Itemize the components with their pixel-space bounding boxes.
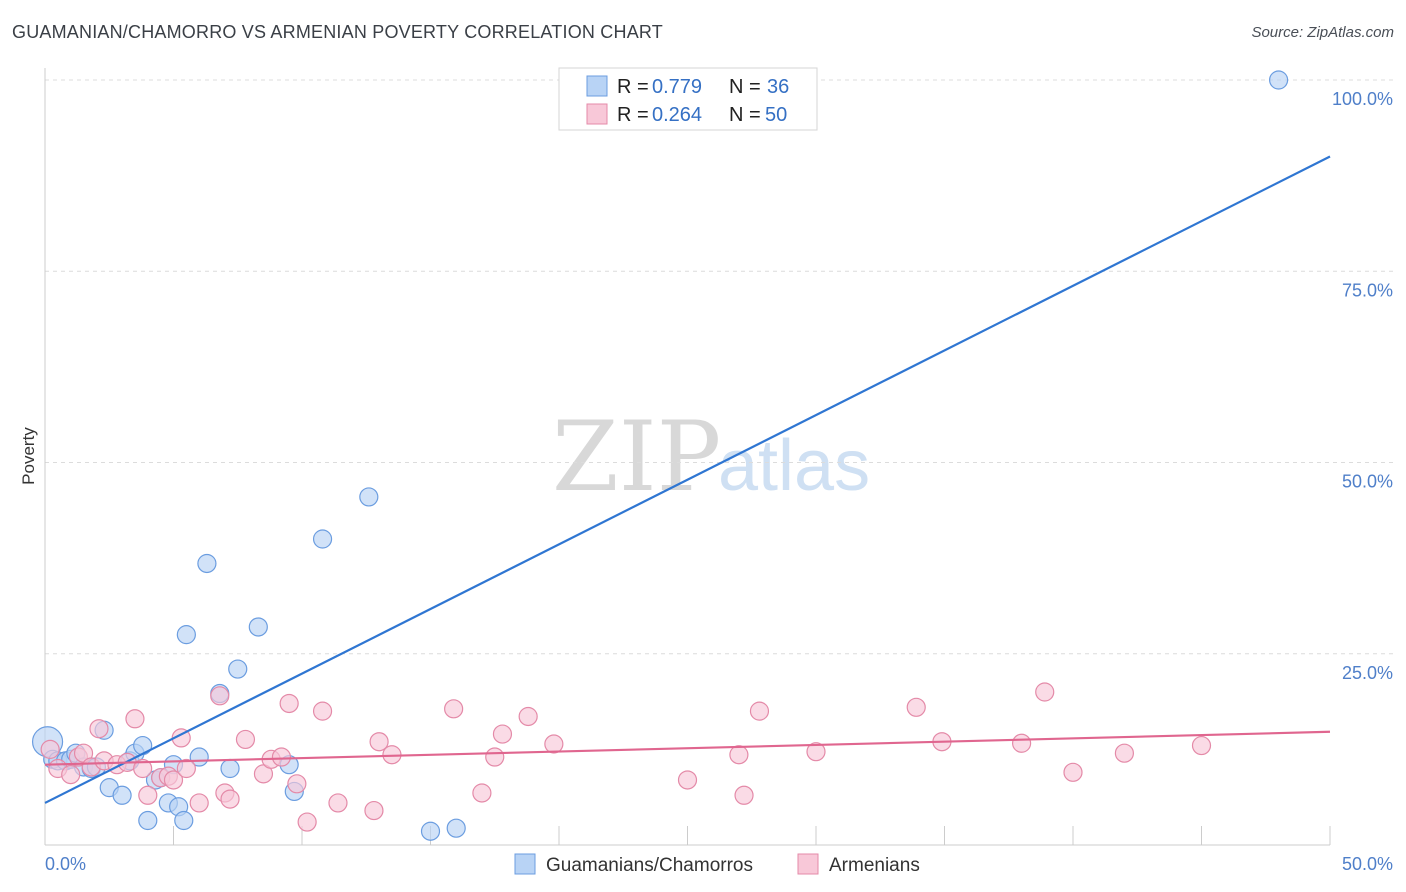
- data-point-armenian: [369, 732, 389, 752]
- watermark-zip: ZIP: [552, 401, 721, 513]
- data-point-armenian: [89, 719, 109, 739]
- trend-line-armenian: [44, 730, 1331, 766]
- data-point-armenian: [133, 758, 153, 779]
- data-point-armenian: [312, 701, 333, 721]
- data-point-guamanian: [112, 785, 132, 805]
- legend-r-value-1: 0.779: [652, 76, 702, 98]
- data-point-guamanian: [197, 553, 217, 574]
- x-tick-label-50: 50.0%: [1342, 854, 1393, 874]
- data-point-armenian: [220, 789, 240, 809]
- data-point-armenian: [235, 729, 256, 750]
- data-point-armenian: [287, 774, 307, 794]
- data-point-armenian: [1035, 682, 1055, 702]
- correlation-legend: R = 0.779 N = 36 R = 0.264 N = 50: [558, 67, 818, 131]
- data-point-armenian: [677, 770, 698, 790]
- data-point-guamanian: [420, 821, 441, 841]
- data-point-armenian: [40, 739, 60, 759]
- data-point-armenian: [1011, 733, 1032, 753]
- data-point-armenian: [125, 709, 145, 729]
- data-point-armenian: [271, 747, 292, 767]
- data-point-armenian: [189, 793, 209, 813]
- data-point-armenian: [297, 812, 317, 832]
- data-point-armenian: [364, 800, 384, 821]
- data-point-armenian: [444, 699, 464, 719]
- data-point-guamanian: [138, 810, 158, 831]
- data-point-guamanian: [1268, 70, 1289, 90]
- data-point-armenian: [1114, 743, 1135, 763]
- data-point-guamanian: [359, 487, 379, 507]
- data-point-armenian: [1063, 762, 1083, 782]
- data-point-armenian: [328, 793, 348, 813]
- legend-swatch-pink: [586, 103, 608, 125]
- data-point-armenian: [472, 783, 492, 803]
- series-armenians-points: [40, 682, 1212, 832]
- x-tick-label-0: 0.0%: [45, 854, 86, 874]
- data-point-guamanian: [248, 617, 268, 637]
- legend-swatch-blue: [586, 75, 608, 97]
- data-point-armenian: [518, 706, 538, 727]
- data-point-guamanian: [220, 758, 240, 779]
- trend-lines: [44, 155, 1331, 804]
- data-point-armenian: [544, 734, 564, 754]
- data-point-guamanian: [174, 810, 194, 831]
- data-point-guamanian: [228, 659, 248, 679]
- data-point-armenian: [210, 686, 230, 706]
- data-point-guamanian: [312, 529, 333, 549]
- legend-r-value-2: 0.264: [652, 104, 702, 126]
- data-point-armenian: [806, 742, 826, 762]
- chart-title: GUAMANIAN/CHAMORRO VS ARMENIAN POVERTY C…: [12, 22, 663, 42]
- y-tick-label-100: 100.0%: [1332, 89, 1393, 109]
- trend-line-guamanian: [44, 155, 1331, 804]
- data-point-armenian: [729, 745, 749, 765]
- axes: [44, 68, 1331, 846]
- data-point-armenian: [163, 770, 184, 790]
- data-point-armenian: [1191, 735, 1212, 756]
- grid-lines: [45, 79, 1395, 655]
- bottom-legend-label-pink: Armenians: [829, 855, 920, 876]
- legend-n-label-1: N =: [729, 76, 761, 98]
- data-point-guamanian: [446, 818, 466, 838]
- legend-n-label-2: N =: [729, 104, 761, 126]
- data-point-guamanian: [176, 625, 196, 645]
- data-point-armenian: [61, 765, 81, 785]
- data-point-armenian: [485, 747, 505, 767]
- y-tick-label-75: 75.0%: [1342, 280, 1393, 300]
- data-point-armenian: [906, 697, 926, 717]
- legend-r-label-2: R =: [617, 104, 649, 126]
- series-legend: Guamanians/Chamorros Armenians: [514, 853, 920, 876]
- data-point-armenian: [492, 724, 513, 744]
- bottom-legend-swatch-blue: [514, 853, 536, 875]
- legend-r-label-1: R =: [617, 76, 649, 98]
- bottom-legend-swatch-pink: [797, 853, 819, 875]
- y-tick-label-50: 50.0%: [1342, 472, 1393, 492]
- bottom-legend-label-blue: Guamanians/Chamorros: [546, 855, 753, 876]
- data-point-armenian: [138, 785, 158, 805]
- data-point-armenian: [749, 701, 770, 721]
- source-label: Source: ZipAtlas.com: [1251, 24, 1394, 41]
- data-point-armenian: [734, 785, 754, 805]
- tick-labels: 25.0% 50.0% 75.0% 100.0% 0.0% 50.0%: [45, 89, 1393, 874]
- legend-n-value-2: 50: [765, 104, 787, 126]
- y-axis-label: Poverty: [19, 427, 38, 485]
- watermark-atlas: atlas: [718, 426, 870, 506]
- data-point-armenian: [279, 693, 299, 714]
- y-tick-label-25: 25.0%: [1342, 663, 1393, 683]
- legend-n-value-1: 36: [767, 76, 789, 98]
- data-point-armenian: [176, 758, 196, 779]
